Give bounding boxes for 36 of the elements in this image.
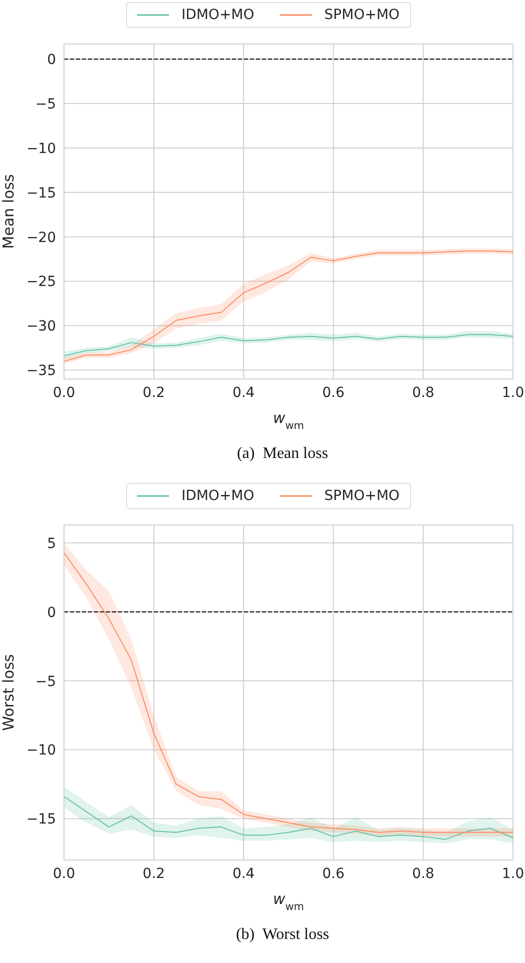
- x-axis-title: w$_{wm}$: [272, 890, 304, 913]
- y-tick-label: −10: [26, 742, 56, 759]
- y-tick-label: −25: [26, 274, 56, 290]
- y-tick-label: −30: [26, 318, 56, 335]
- x-axis-title: w$_{wm}$: [272, 409, 304, 432]
- y-axis-title: Worst loss: [0, 654, 18, 731]
- x-tick-label: 0.0: [52, 384, 76, 401]
- text: (b) Worst loss: [234, 926, 330, 945]
- x-tick-label: 1.0: [502, 384, 524, 401]
- x-tick-label: 0.6: [322, 384, 345, 401]
- y-tick-label: 0: [47, 52, 56, 68]
- y-tick-label: −20: [26, 230, 56, 246]
- y-axis-title: Mean loss: [0, 174, 18, 249]
- x-tick-label: 0.4: [232, 866, 255, 882]
- x-tick-label: 0.0: [52, 866, 76, 882]
- y-tick-label: −5: [35, 96, 56, 113]
- x-tick-label: 0.8: [412, 866, 434, 882]
- y-tick-label: 5: [47, 536, 56, 552]
- x-tick-label: 0.8: [412, 384, 434, 401]
- legend-label: IDMO+MO: [181, 7, 254, 23]
- y-tick-label: −15: [26, 185, 56, 202]
- text: (a) Mean loss: [236, 445, 330, 464]
- line-series: [64, 796, 513, 840]
- y-tick-label: 0: [47, 604, 56, 621]
- x-tick-label: 0.4: [232, 384, 255, 401]
- y-tick-label: −15: [26, 812, 56, 828]
- legend-label: IDMO+MO: [181, 488, 254, 504]
- y-tick-label: −5: [35, 674, 56, 690]
- x-tick-label: 0.2: [142, 866, 165, 882]
- x-tick-label: 0.2: [142, 384, 165, 401]
- legend-label: SPMO+MO: [324, 7, 400, 23]
- x-tick-label: 0.6: [322, 866, 345, 882]
- x-tick-label: 1.0: [502, 866, 524, 882]
- y-tick-label: −35: [26, 363, 56, 380]
- legend-label: SPMO+MO: [324, 488, 400, 504]
- y-tick-label: −10: [26, 140, 56, 157]
